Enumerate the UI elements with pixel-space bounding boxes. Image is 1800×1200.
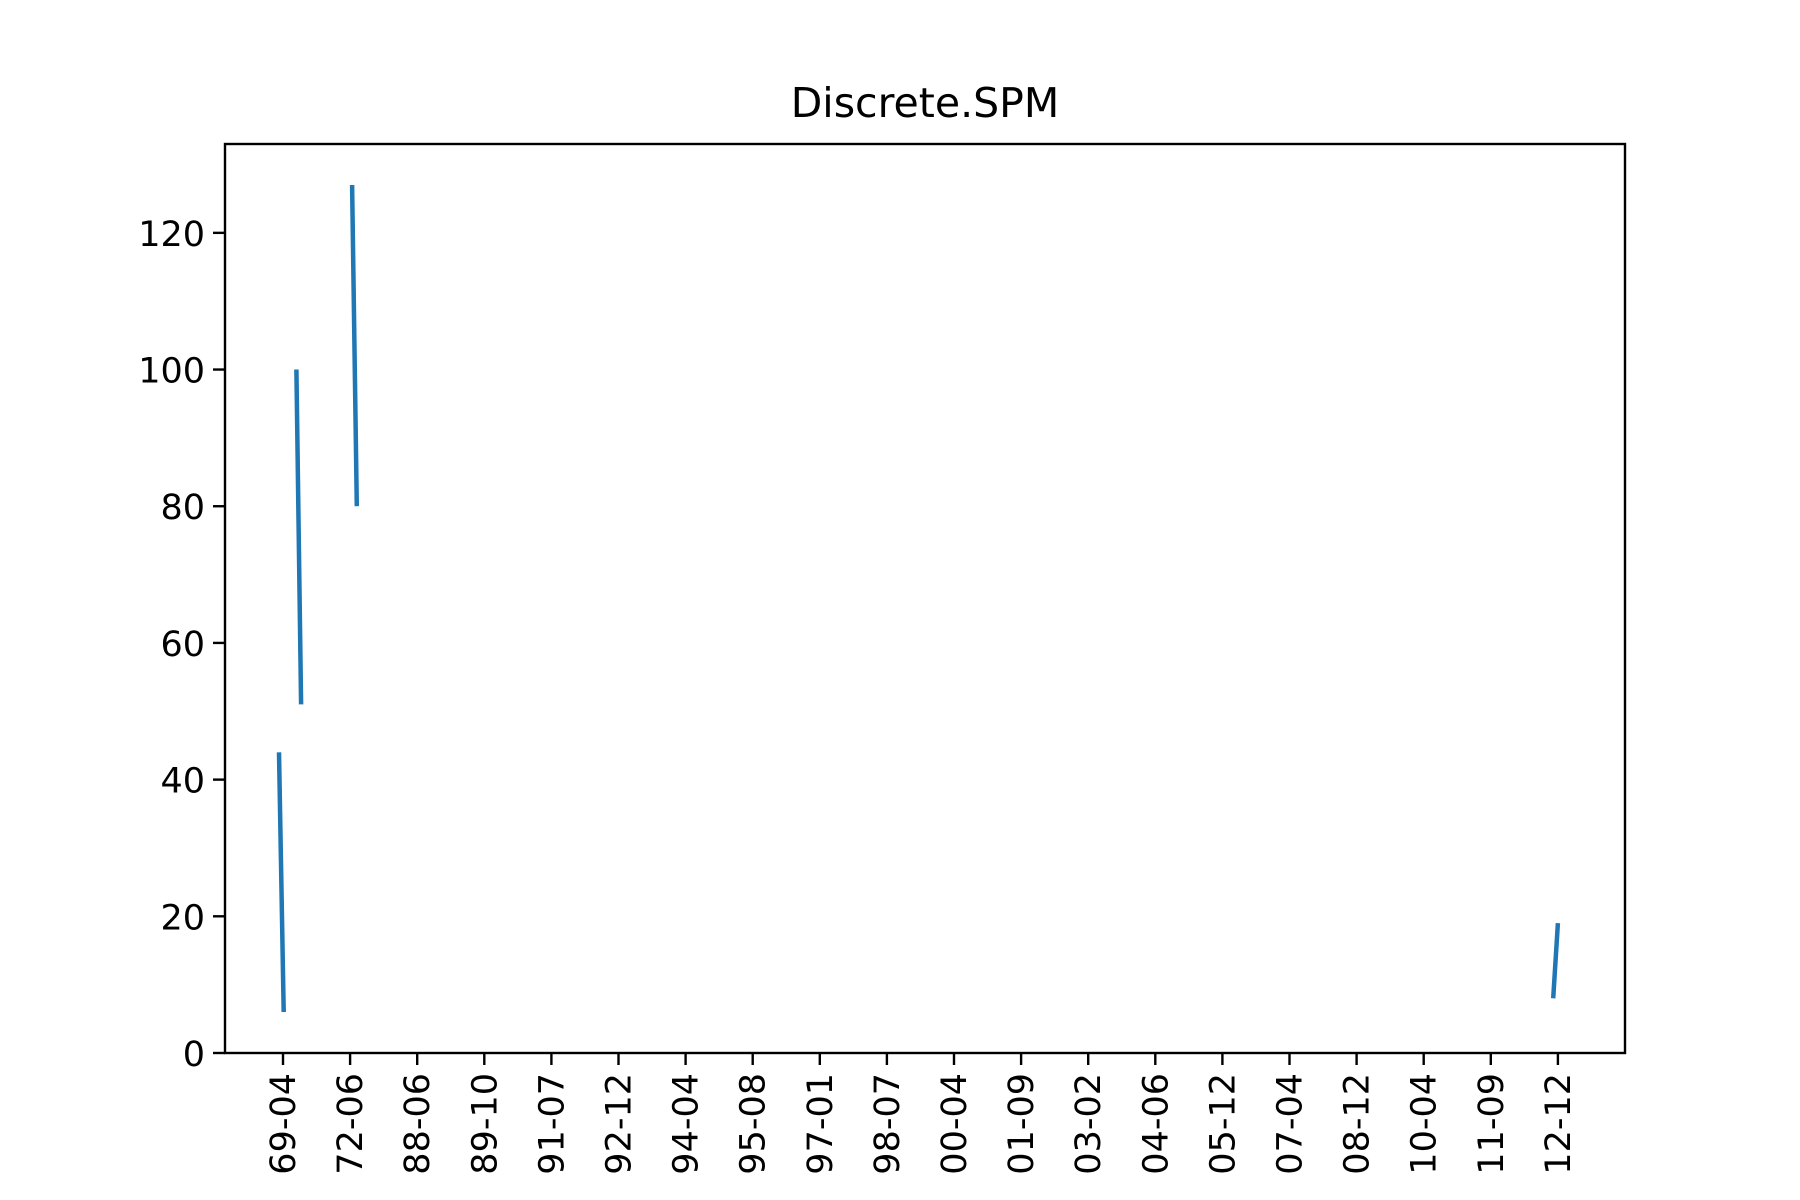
y-tick-label: 20	[160, 898, 205, 938]
x-tick-label: 91-07	[532, 1073, 572, 1175]
y-tick-label: 100	[138, 352, 205, 392]
y-tick-label: 60	[160, 625, 205, 665]
x-axis: 69-04 72-06 88-06 89-10 91-07 92-12 94-04 95-08…	[264, 1053, 1579, 1175]
y-axis: 0 20 40 60 80 100 120	[138, 215, 225, 1075]
x-tick-label: 03-02	[1069, 1073, 1109, 1175]
x-tick-label: 07-04	[1271, 1073, 1311, 1175]
y-tick-label: 40	[160, 762, 205, 802]
x-tick-label: 08-12	[1338, 1073, 1378, 1175]
x-tick-label: 92-12	[600, 1073, 640, 1175]
x-tick-label: 04-06	[1136, 1073, 1176, 1175]
line-segment	[349, 184, 360, 507]
chart-title: Discrete.SPM	[791, 79, 1060, 127]
x-tick-label: 05-12	[1203, 1073, 1243, 1175]
y-tick-label: 80	[160, 488, 205, 528]
x-tick-label: 72-06	[331, 1073, 371, 1175]
x-tick-label: 97-01	[801, 1073, 841, 1175]
x-tick-label: 95-08	[734, 1073, 774, 1175]
line-segment	[1550, 922, 1561, 999]
x-tick-label: 10-04	[1405, 1073, 1445, 1175]
series-line	[276, 184, 1561, 1013]
x-tick-label: 94-04	[667, 1073, 707, 1175]
line-segment	[294, 369, 304, 705]
y-tick-label: 0	[183, 1035, 205, 1075]
x-tick-label: 01-09	[1002, 1073, 1042, 1175]
x-tick-label: 69-04	[264, 1073, 304, 1175]
x-tick-label: 00-04	[935, 1073, 975, 1175]
x-tick-label: 11-09	[1472, 1073, 1512, 1175]
plot-frame	[223, 142, 1627, 1055]
line-segment	[276, 752, 286, 1013]
x-tick-label: 98-07	[868, 1073, 908, 1175]
y-tick-label: 120	[138, 215, 205, 255]
x-tick-label: 89-10	[465, 1073, 505, 1175]
x-tick-label: 12-12	[1539, 1073, 1579, 1175]
x-tick-label: 88-06	[398, 1073, 438, 1175]
